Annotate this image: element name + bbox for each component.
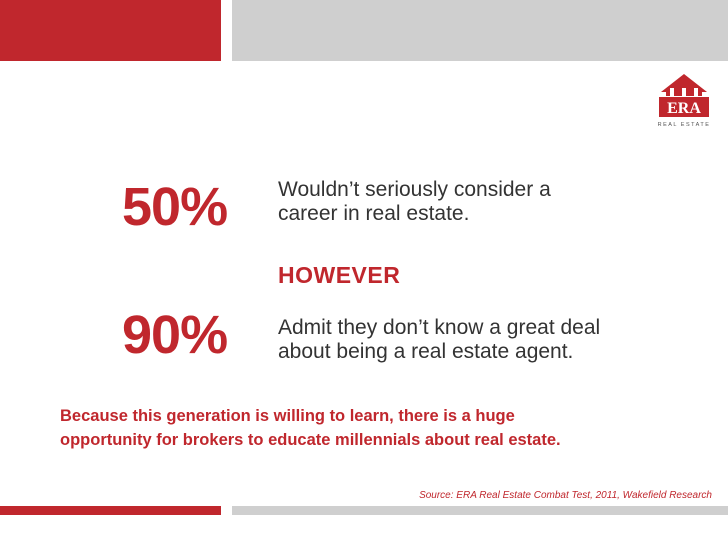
stat-description-2-line1: Admit they don’t know a great deal <box>278 316 601 339</box>
stat-value-90: 90% <box>122 305 228 365</box>
stat-description-2: Admit they don’t know a great deal about… <box>278 316 678 364</box>
logo-tagline: REAL ESTATE <box>658 122 711 128</box>
stat-description-1-line1: Wouldn’t seriously consider a <box>278 178 551 201</box>
however-heading: HOWEVER <box>278 262 401 288</box>
footer-gray-bar <box>232 506 728 515</box>
house-roof-icon: ERA REAL ESTATE <box>658 74 711 128</box>
stat-description-1-line2: career in real estate. <box>278 202 470 225</box>
source-citation: Source: ERA Real Estate Combat Test, 201… <box>419 490 712 501</box>
conclusion-text: Because this generation is willing to le… <box>60 404 700 452</box>
conclusion-line2: opportunity for brokers to educate mille… <box>60 431 561 449</box>
conclusion-line1: Because this generation is willing to le… <box>60 407 515 425</box>
logo-brand: ERA <box>667 100 701 117</box>
era-logo: ERA REAL ESTATE <box>655 70 713 132</box>
stat-description-2-line2: about being a real estate agent. <box>278 340 574 363</box>
stat-value-50: 50% <box>122 177 228 237</box>
header-red-bar <box>0 0 221 61</box>
footer-red-bar <box>0 506 221 515</box>
header-gray-bar <box>232 0 728 61</box>
stat-description-1: Wouldn’t seriously consider a career in … <box>278 178 678 226</box>
